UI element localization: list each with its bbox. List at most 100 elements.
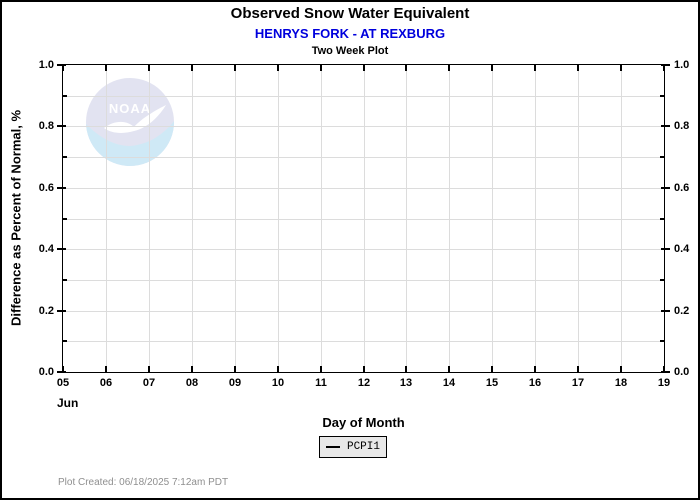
y-axis-title: Difference as Percent of Normal, % [8,109,24,327]
gridline-vertical [278,65,279,372]
gridline-vertical [364,65,365,372]
x-tick-top [577,65,579,71]
gridline-horizontal [63,249,664,250]
chart-plot-type-label: Two Week Plot [311,45,389,57]
x-tick-top [62,65,64,71]
y-tick-label-right: 0.2 [674,305,690,317]
y-tick-major-left [57,187,66,189]
x-tick-label: 19 [657,377,671,389]
x-tick-top [405,65,407,71]
x-tick-bottom [148,366,150,372]
x-tick-bottom [663,366,665,372]
x-tick-label: 13 [399,377,413,389]
y-tick-minor-left [63,95,67,97]
x-tick-bottom [534,366,536,372]
x-axis-month-label: Jun [57,396,79,410]
x-tick-bottom [491,366,493,372]
y-tick-major-right [661,371,670,373]
y-tick-major-right [661,310,670,312]
x-tick-bottom [448,366,450,372]
y-tick-major-right [661,187,670,189]
gridline-vertical [106,65,107,372]
x-tick-label: 09 [228,377,242,389]
y-tick-label-right: 1.0 [674,59,690,71]
gridline-vertical [192,65,193,372]
x-tick-label: 18 [614,377,628,389]
y-tick-label-left: 0.2 [38,305,54,317]
gridline-horizontal [63,126,664,127]
y-tick-label-left: 0.0 [38,366,54,378]
noaa-logo-watermark-icon: NOAA [86,78,174,166]
y-tick-minor-right [660,218,664,220]
gridline-vertical [406,65,407,372]
y-tick-label-left: 1.0 [38,59,54,71]
chart-title: Observed Snow Water Equivalent [230,5,470,22]
y-tick-minor-left [63,340,67,342]
x-tick-label: 14 [442,377,456,389]
gridline-horizontal [63,96,664,97]
y-tick-label-right: 0.8 [674,120,690,132]
gridline-horizontal [63,219,664,220]
gridline-horizontal [63,280,664,281]
chart-subtitle: HENRYS FORK - AT REXBURG [254,26,446,41]
y-tick-minor-left [63,279,67,281]
plot-area: NOAA 05 06 07 08 09 10 11 12 13 14 15 16 17 18 19 0.0 0.… [39,59,690,389]
x-tick-top [534,65,536,71]
x-tick-top [277,65,279,71]
x-tick-label: 05 [56,377,70,389]
y-tick-minor-right [660,95,664,97]
y-tick-major-left [57,371,66,373]
x-tick-bottom [405,366,407,372]
x-tick-top [234,65,236,71]
gridline-vertical [449,65,450,372]
x-axis-title: Day of Month [322,415,405,430]
gridline-vertical [621,65,622,372]
legend-line-sample [325,446,340,448]
y-tick-minor-right [660,340,664,342]
x-tick-bottom [363,366,365,372]
x-tick-label: 07 [142,377,156,389]
x-tick-top [105,65,107,71]
gridline-vertical [535,65,536,372]
gridline-horizontal [63,311,664,312]
x-tick-bottom [620,366,622,372]
x-tick-bottom [277,366,279,372]
x-tick-label: 16 [528,377,542,389]
y-tick-major-left [57,125,66,127]
x-tick-top [663,65,665,71]
y-tick-label-left: 0.6 [38,182,54,194]
noaa-logo-text: NOAA [109,101,151,116]
y-tick-label-left: 0.8 [38,120,54,132]
gridline-vertical [492,65,493,372]
x-tick-bottom [105,366,107,372]
y-tick-label-left: 0.4 [38,243,54,255]
x-tick-label: 15 [485,377,499,389]
x-tick-label: 17 [571,377,585,389]
y-tick-minor-right [660,279,664,281]
y-tick-major-left [57,248,66,250]
legend-series-label: PCPI1 [346,441,380,453]
x-tick-top [448,65,450,71]
y-tick-label-right: 0.4 [674,243,690,255]
y-tick-major-right [661,248,670,250]
gridline-vertical [235,65,236,372]
gridline-horizontal [63,188,664,189]
x-tick-top [320,65,322,71]
y-tick-major-right [661,64,670,66]
x-tick-label: 08 [185,377,199,389]
x-tick-label: 12 [357,377,371,389]
x-tick-label: 06 [99,377,113,389]
y-tick-minor-left [63,156,67,158]
plot-created-timestamp: Plot Created: 06/18/2025 7:12am PDT [58,477,229,488]
x-tick-top [191,65,193,71]
x-tick-bottom [320,366,322,372]
gridline-vertical [578,65,579,372]
y-tick-label-right: 0.6 [674,182,690,194]
x-tick-top [148,65,150,71]
y-tick-minor-left [63,218,67,220]
x-tick-bottom [234,366,236,372]
x-tick-label: 11 [315,377,327,389]
x-tick-bottom [62,366,64,372]
x-tick-label: 10 [271,377,285,389]
